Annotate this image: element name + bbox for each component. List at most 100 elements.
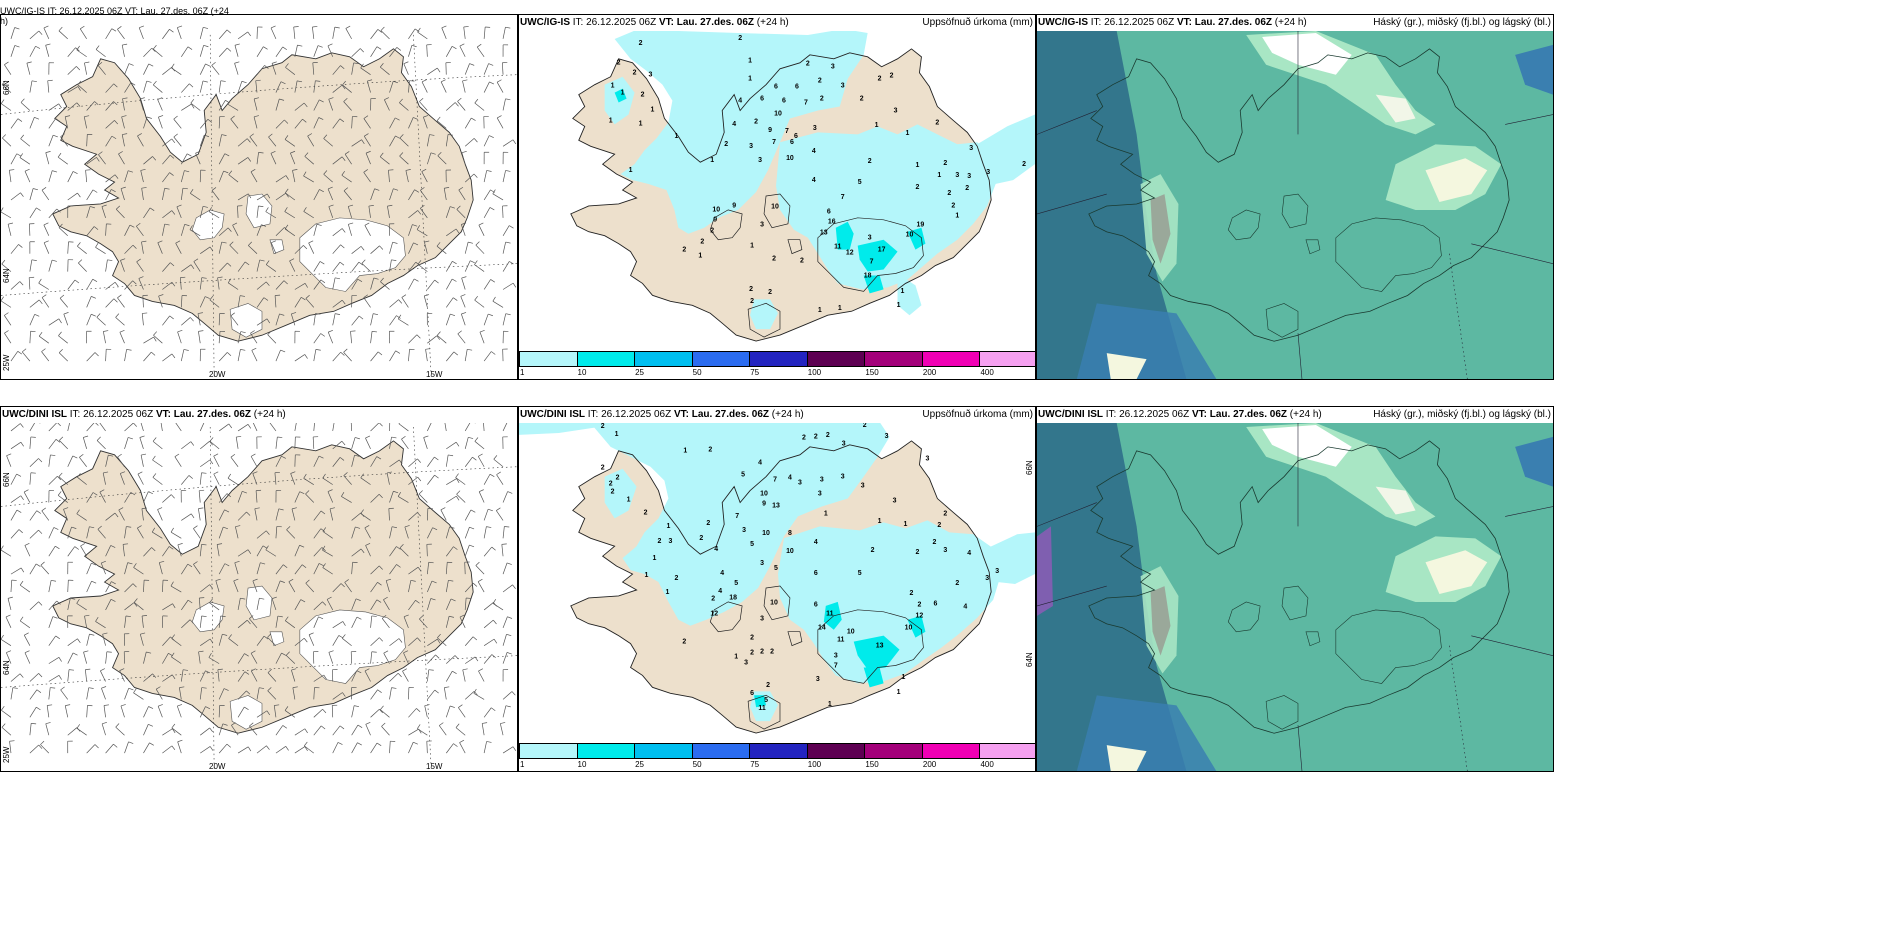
precip-value: 2 — [818, 78, 822, 85]
cloud-high-north2 — [1375, 486, 1416, 515]
wind-barb — [502, 691, 513, 700]
wind-barb-flag — [52, 170, 58, 173]
wind-barb — [218, 313, 221, 326]
wind-barb — [162, 210, 173, 219]
wind-barb — [256, 710, 268, 718]
colorbar-swatch — [864, 351, 923, 367]
wind-barb — [460, 224, 466, 236]
wind-barb — [124, 615, 127, 628]
wind-barb-flag — [152, 156, 157, 161]
precip-value: 1 — [937, 172, 941, 179]
wind-barb — [180, 170, 185, 183]
wind-barb — [199, 423, 205, 432]
wind-barb — [179, 687, 182, 700]
precip-value: 6 — [814, 602, 818, 609]
wind-barb — [370, 494, 380, 503]
wind-barb-flag — [65, 704, 71, 706]
wind-barb-flag — [412, 224, 418, 227]
wind-barb — [275, 564, 284, 575]
wind-barb-flag — [456, 490, 461, 495]
precip-value: 6 — [933, 601, 937, 608]
lat-label-64n: 64N — [2, 268, 11, 283]
wind-barb-flag — [263, 297, 269, 301]
wind-barb — [483, 207, 491, 219]
wind-barb-flag — [470, 509, 476, 513]
wind-barb-flag — [341, 440, 346, 446]
colorbar-tick-label: 400 — [980, 760, 994, 769]
precip-value: 3 — [760, 616, 764, 623]
wind-barb-flag — [320, 333, 325, 337]
wind-barb-flag — [140, 168, 146, 171]
panel-precip-row1: UWC/IG-IS IT: 26.12.2025 06Z VT: Lau. 27… — [518, 14, 1036, 380]
wind-barb — [228, 638, 239, 646]
wind-barb — [181, 83, 190, 93]
wind-barb — [181, 264, 192, 272]
precip-value: 7 — [870, 258, 874, 265]
wind-barb-flag — [391, 526, 397, 529]
wind-barb-flag — [114, 282, 119, 287]
wind-barb — [137, 527, 144, 539]
wind-map-row1 — [1, 15, 517, 379]
wind-barb — [351, 455, 355, 467]
precip-area-light — [987, 532, 1035, 584]
wind-barb-flag — [339, 457, 345, 461]
wind-barb — [502, 423, 508, 432]
wind-barb-flag — [240, 597, 246, 600]
wind-barb — [143, 80, 148, 93]
wind-barb — [141, 313, 144, 326]
precip-value: 4 — [738, 97, 742, 104]
precip-area-mid — [863, 667, 884, 688]
wind-barb-flag — [434, 689, 439, 694]
precip-value: 1 — [748, 58, 752, 65]
wind-barb-flag — [198, 330, 204, 332]
wind-barb — [313, 279, 322, 290]
wind-barb-flag — [78, 259, 83, 264]
wind-barb — [57, 156, 68, 165]
wind-barb — [313, 45, 319, 57]
wind-barb-flag — [234, 61, 240, 64]
wind-barb-flag — [250, 453, 256, 457]
wind-barb — [426, 544, 428, 557]
precip-value: 3 — [760, 222, 764, 229]
wind-barb — [267, 334, 277, 344]
wind-barb — [419, 618, 428, 629]
wind-barb — [198, 598, 201, 610]
wind-barb — [235, 437, 239, 449]
wind-barb — [48, 118, 56, 129]
wind-barb-flag — [108, 454, 114, 457]
wind-barb — [142, 295, 144, 308]
wind-barb-flag — [209, 727, 214, 733]
wind-barb-flag — [474, 260, 478, 265]
wind-barb — [275, 81, 282, 93]
wind-barb — [370, 651, 373, 664]
wind-barb — [351, 616, 358, 628]
glacier — [299, 609, 406, 684]
wind-barb-flag — [76, 599, 80, 604]
cloud-high-west — [1150, 586, 1171, 656]
wind-barb — [408, 566, 419, 575]
wind-barb — [408, 349, 410, 362]
cloud-high-west — [1150, 194, 1171, 264]
wind-barb — [105, 349, 107, 362]
wind-barb — [427, 423, 432, 432]
wind-barb — [275, 119, 285, 129]
wind-barb-flag — [50, 454, 56, 456]
wind-barb-flag — [176, 204, 182, 208]
wind-barb — [237, 81, 243, 93]
wind-barb — [237, 331, 242, 344]
wind-barb-flag — [358, 261, 364, 266]
wind-barb-flag — [376, 46, 382, 50]
wind-barb-flag — [327, 489, 333, 492]
wind-barb-flag — [38, 744, 43, 749]
wind-barb — [200, 441, 210, 450]
wind-barb — [464, 437, 469, 449]
wind-barb — [162, 494, 172, 503]
wind-barb-flag — [398, 299, 403, 304]
wind-barb-flag — [458, 186, 464, 191]
wind-barb — [291, 508, 296, 521]
wind-barb-flag — [355, 598, 361, 601]
wind-barb — [370, 29, 379, 40]
wind-barb — [162, 728, 173, 736]
wind-barb — [254, 508, 258, 521]
wind-barb-flag — [221, 241, 227, 244]
